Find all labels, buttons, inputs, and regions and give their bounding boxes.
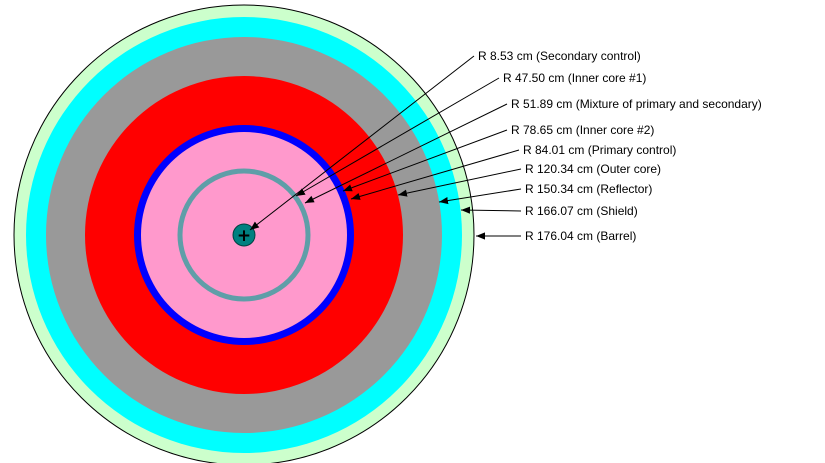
outer-core-label: R 120.34 cm (Outer core) (525, 162, 661, 176)
shield-leader-arrow (460, 206, 522, 214)
secondary-control-label: R 8.53 cm (Secondary control) (478, 49, 641, 63)
mixture-circle (177, 168, 311, 302)
concentric-circles (13, 4, 475, 463)
radius-labels: R 176.04 cm (Barrel) R 166.07 cm (Shield)… (478, 49, 762, 243)
mixture-leader-arrow (304, 103, 508, 204)
barrel-label: R 176.04 cm (Barrel) (525, 229, 636, 243)
reflector-label: R 150.34 cm (Reflector) (525, 182, 652, 196)
secondary-control-leader-arrow (249, 55, 475, 231)
secondary-control-circle (233, 224, 255, 246)
secondary-control-outline (232, 223, 256, 247)
inner-core-1-label: R 47.50 cm (Inner core #1) (503, 71, 646, 85)
inner-core-2-label: R 78.65 cm (Inner core #2) (511, 123, 654, 137)
primary-control-leader-arrow (350, 149, 520, 200)
shield-label: R 166.07 cm (Shield) (525, 204, 638, 218)
inner-core-1-leader-arrow (295, 77, 500, 197)
leader-lines (249, 55, 522, 240)
outer-core-leader-arrow (397, 168, 522, 197)
mixture-label: R 51.89 cm (Mixture of primary and secon… (511, 97, 762, 111)
reflector-leader-arrow (438, 188, 522, 205)
center-mark: + (237, 226, 251, 246)
inner-core-2-leader-arrow (342, 129, 508, 192)
primary-control-label: R 84.01 cm (Primary control) (523, 143, 676, 157)
